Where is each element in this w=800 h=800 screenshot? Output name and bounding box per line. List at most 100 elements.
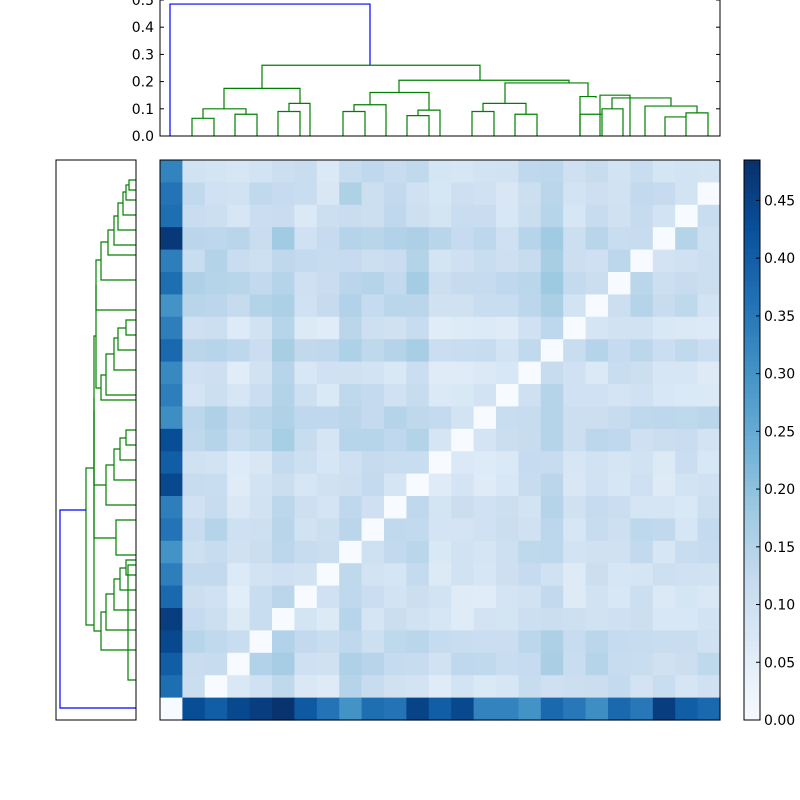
heatmap-cell [361,428,385,452]
heatmap-cell [608,473,631,497]
heatmap-cell [451,518,475,542]
heatmap-cell [227,294,251,318]
heatmap-cell [294,563,318,587]
heatmap-cell [473,339,497,363]
heatmap-cell [339,608,363,631]
heatmap-cell [272,316,295,340]
heatmap-cell [428,316,452,340]
heatmap-cell [406,585,430,609]
heatmap-cell [204,227,228,251]
top-axis-tick-label: 0.1 [132,102,154,118]
heatmap-cell [697,630,721,654]
heatmap-cell [316,160,340,183]
top-dendrogram-link [579,95,597,136]
heatmap-cell [272,585,295,609]
top-axis-tick-label: 0.0 [132,129,154,145]
heatmap-cell [316,384,340,407]
heatmap-cell [384,428,407,452]
colorbar-tick-label: 0.10 [764,598,795,614]
heatmap-cell [361,361,385,385]
left-dendrogram-link [95,285,101,389]
heatmap-cell [160,294,183,318]
heatmap-cell [652,652,676,676]
heatmap-cell [697,339,721,363]
heatmap-cell [518,675,542,699]
heatmap-cell [630,249,654,273]
heatmap-cell [540,339,564,363]
left-dendrogram-link [127,564,136,681]
heatmap-cell [563,518,587,542]
colorbar-segment [744,654,760,660]
heatmap-cell [204,518,228,542]
colorbar-segment [744,314,760,320]
colorbar-segment [744,183,760,189]
heatmap-cell [585,451,609,475]
left-dendrogram-link [113,448,136,481]
heatmap-cell [227,316,251,340]
colorbar-segment [744,164,760,170]
left-dendrogram-link [113,337,136,371]
colorbar-segment [744,440,760,446]
colorbar-tick-label: 0.05 [764,655,795,671]
heatmap-cell [585,496,609,519]
heatmap-cell [339,630,363,654]
heatmap-cell [630,384,654,407]
heatmap-cell [585,697,609,721]
heatmap-cell [160,339,183,363]
heatmap-cell [675,316,699,340]
heatmap-cell [249,652,273,676]
left-dendrogram-link [125,429,136,446]
heatmap-cell [204,272,228,295]
heatmap-cell [227,675,251,699]
heatmap-cell [473,384,497,407]
heatmap-cell [361,339,385,363]
heatmap-cell [160,272,183,295]
heatmap-cell [630,160,654,183]
heatmap-cell [227,652,251,676]
colorbar-segment [744,337,760,343]
heatmap-cell [204,204,228,228]
heatmap-cell [204,496,228,519]
heatmap-cell [182,227,206,251]
heatmap-cell [428,227,452,251]
heatmap-cell [294,316,318,340]
heatmap-cell [608,563,631,587]
heatmap-cell [473,204,497,228]
top-dendrogram-link [685,112,709,136]
colorbar-segment [744,374,760,380]
top-axis-tick-label: 0.4 [132,20,154,36]
heatmap-cell [675,361,699,385]
heatmap-cell [473,496,497,519]
colorbar-segment [744,687,760,693]
heatmap-cell [272,384,295,407]
heatmap-cell [227,406,251,430]
colorbar-segment [744,197,760,203]
colorbar-tick-label: 0.00 [764,713,795,729]
top-dendrogram-link [406,115,430,136]
heatmap-cell [697,316,721,340]
heatmap-cell [585,249,609,273]
heatmap-cell [227,160,251,183]
heatmap-cell [182,608,206,631]
heatmap-cell [182,428,206,452]
heatmap-cell [675,204,699,228]
heatmap-cell [339,540,363,564]
heatmap-cell [697,428,721,452]
heatmap-cell [339,675,363,699]
heatmap-cell [518,204,542,228]
heatmap-cell [540,652,564,676]
top-dendrogram-link [644,105,698,136]
heatmap-cell [384,361,407,385]
heatmap-cell [294,339,318,363]
heatmap-cell [585,473,609,497]
heatmap-cell [384,316,407,340]
heatmap-cell [563,160,587,183]
heatmap-cell [518,697,542,721]
heatmap-cell [652,272,676,295]
heatmap-cell [428,473,452,497]
heatmap-cell [540,294,564,318]
heatmap-cell [697,182,721,206]
heatmap-cell [451,204,475,228]
heatmap-cell [697,540,721,564]
heatmap-cell [339,339,363,363]
